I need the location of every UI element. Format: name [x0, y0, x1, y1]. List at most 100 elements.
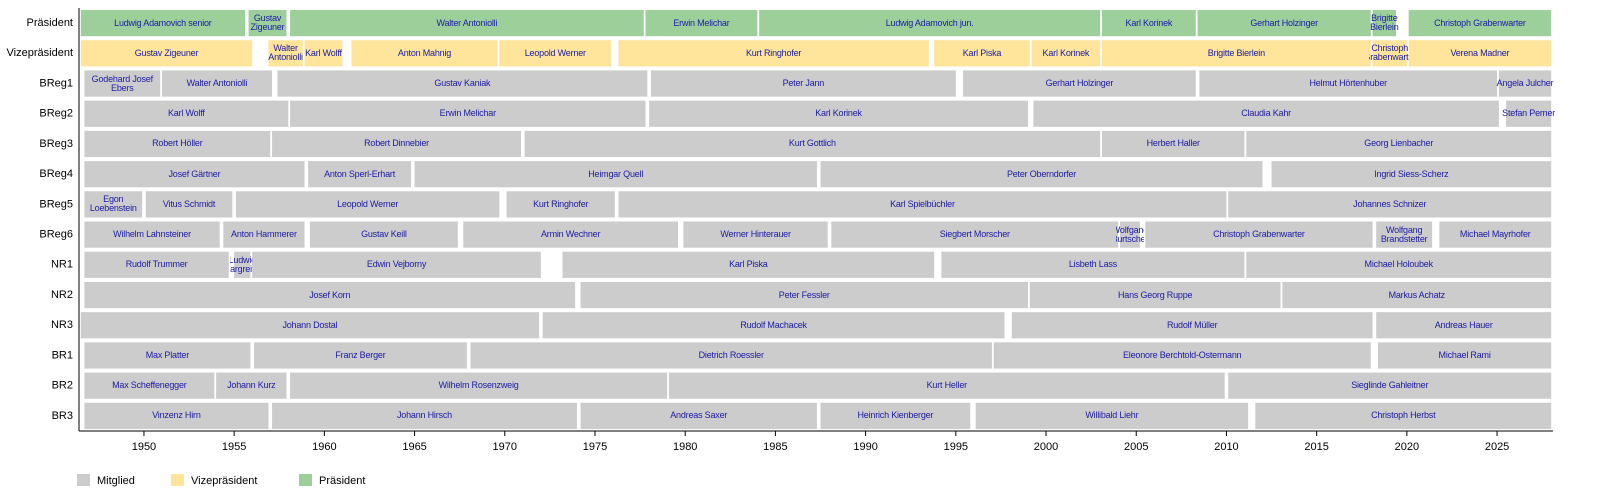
x-tick-label: 2010 [1214, 441, 1238, 453]
bar-label-box: Johann Kurz [227, 381, 276, 390]
row-label: NR2 [51, 289, 73, 301]
bar-label-box: Wolfgang Brandstetter [1381, 225, 1428, 243]
bar-label: Karl Wolff [305, 47, 342, 58]
bar [308, 161, 411, 188]
bar-label: Brigitte Bierlein [1207, 47, 1265, 58]
bar [759, 10, 1101, 37]
bar-label-box: Gerhart Holzinger [1045, 78, 1114, 89]
bar [84, 70, 161, 97]
bar [84, 191, 143, 218]
bar-label-box: Christoph Herbst [1371, 411, 1436, 420]
bar-label-box: Wilhelm Rosenzweig [438, 380, 519, 391]
bar [84, 372, 215, 399]
bar [963, 70, 1196, 97]
bar [254, 342, 467, 369]
bar-label-box: Gustav Kaniak [434, 78, 490, 87]
bar-label-box: Armin Wechner [540, 229, 601, 240]
bar [290, 372, 668, 399]
bar-label-box: Walter Antoniolli [187, 78, 248, 87]
x-tick-label: 2005 [1124, 441, 1148, 453]
row-label: BR1 [52, 349, 73, 361]
bar [268, 40, 303, 67]
bar [304, 40, 343, 67]
bar-label: Willibald Liehr [1085, 410, 1139, 421]
bar [941, 251, 1245, 278]
bar-label: Christoph Grabenwarter [1369, 43, 1411, 63]
bar-label: Anton Mahnig [397, 47, 452, 58]
row-label: Präsident [27, 17, 73, 29]
bar-label: Ludwig Margreiter [230, 254, 254, 274]
bar [351, 40, 498, 67]
bar-label-box: Michael Mayrhofer [1459, 229, 1531, 240]
bar-label-box: Michael Rami [1439, 350, 1491, 359]
bar-label-box: Heinrich Kienberger [857, 411, 933, 420]
bar-label: Michael Mayrhofer [1459, 229, 1531, 240]
bar-label-box: Willibald Liehr [1085, 410, 1139, 421]
bar-label-box: Anton Hammerer [231, 230, 297, 239]
bar-label-box: Kurt Ringhofer [533, 199, 588, 208]
bar-label-box: Markus Achatz [1389, 290, 1446, 299]
bar-label: Ingrid Siess-Scherz [1374, 168, 1449, 179]
bar [820, 161, 1263, 188]
bar-label: Franz Berger [335, 349, 386, 360]
bar-label: Gustav Zigeuner [134, 47, 199, 58]
bar-label: Siegbert Morscher [939, 229, 1010, 240]
bar-label-box: Christoph Grabenwarter [1213, 229, 1305, 240]
bar-label-box: Christoph Grabenwarter [1369, 43, 1411, 63]
bar-label-box: Rudolf Müller [1167, 320, 1218, 329]
x-tick-label: 1950 [132, 441, 156, 453]
bar [831, 221, 1119, 248]
bar [562, 251, 935, 278]
bar-label: Michael Holoubek [1364, 259, 1434, 270]
bar-label-box: Ludwig Adamovich jun. [886, 18, 974, 27]
bar-label-box: Herbert Haller [1146, 138, 1200, 149]
bar-label: Dietrich Roessler [698, 349, 764, 360]
bar-label-box: Brigitte Bierlein [1370, 13, 1399, 33]
bar-label: Karl Korinek [815, 108, 862, 119]
bar [1199, 70, 1498, 97]
bar-label-box: Rudolf Trummer [126, 260, 188, 269]
bar [1376, 312, 1552, 339]
bar [145, 191, 233, 218]
bar-label-box: Karl Korinek [815, 108, 862, 119]
bar [683, 221, 828, 248]
bar-label: Gerhart Holzinger [1045, 78, 1114, 89]
bar [1506, 100, 1552, 127]
bar-label: Wilhelm Rosenzweig [438, 380, 519, 391]
bar [1101, 40, 1371, 67]
bar [1228, 191, 1552, 218]
bar [618, 191, 1227, 218]
bar-label-box: Anton Mahnig [397, 47, 452, 58]
bar-label: Hans Georg Ruppe [1117, 289, 1193, 300]
bar-label: Walter Antoniolli [436, 17, 498, 28]
bar [248, 10, 287, 37]
bar-label: Christoph Grabenwarter [1213, 229, 1305, 240]
bar [1282, 281, 1552, 309]
bar [235, 191, 500, 218]
row-label: BReg5 [39, 198, 73, 210]
bar-label: Karl Korinek [1042, 47, 1090, 58]
bar-label-box: Egon Loebenstein [90, 195, 137, 213]
bar [1372, 10, 1397, 37]
bar-label-box: Josef Gärtner [168, 169, 220, 178]
bar-label-box: Stefan Perner [1502, 109, 1555, 118]
bar [290, 100, 646, 127]
bar [470, 342, 992, 369]
bar-label: Karl Piska [729, 259, 768, 270]
bar-label-box: Robert Dinnebier [364, 139, 429, 148]
bar [499, 40, 612, 67]
bar-label-box: Johann Dostal [282, 320, 337, 329]
bar [934, 40, 1030, 67]
bar [1246, 130, 1552, 158]
bar-label: Max Scheffenegger [112, 380, 187, 391]
bar-label: Brigitte Bierlein [1370, 13, 1399, 33]
row-label: BR3 [52, 410, 73, 422]
row-label: BReg6 [39, 229, 73, 241]
bar-label-box: Erwin Melichar [440, 109, 496, 118]
bar [1228, 372, 1552, 399]
x-tick-label: 1980 [673, 441, 697, 453]
bar-label-box: Brigitte Bierlein [1207, 47, 1265, 58]
bar-label: Herbert Haller [1146, 138, 1200, 149]
bar-label: Armin Wechner [540, 229, 601, 240]
